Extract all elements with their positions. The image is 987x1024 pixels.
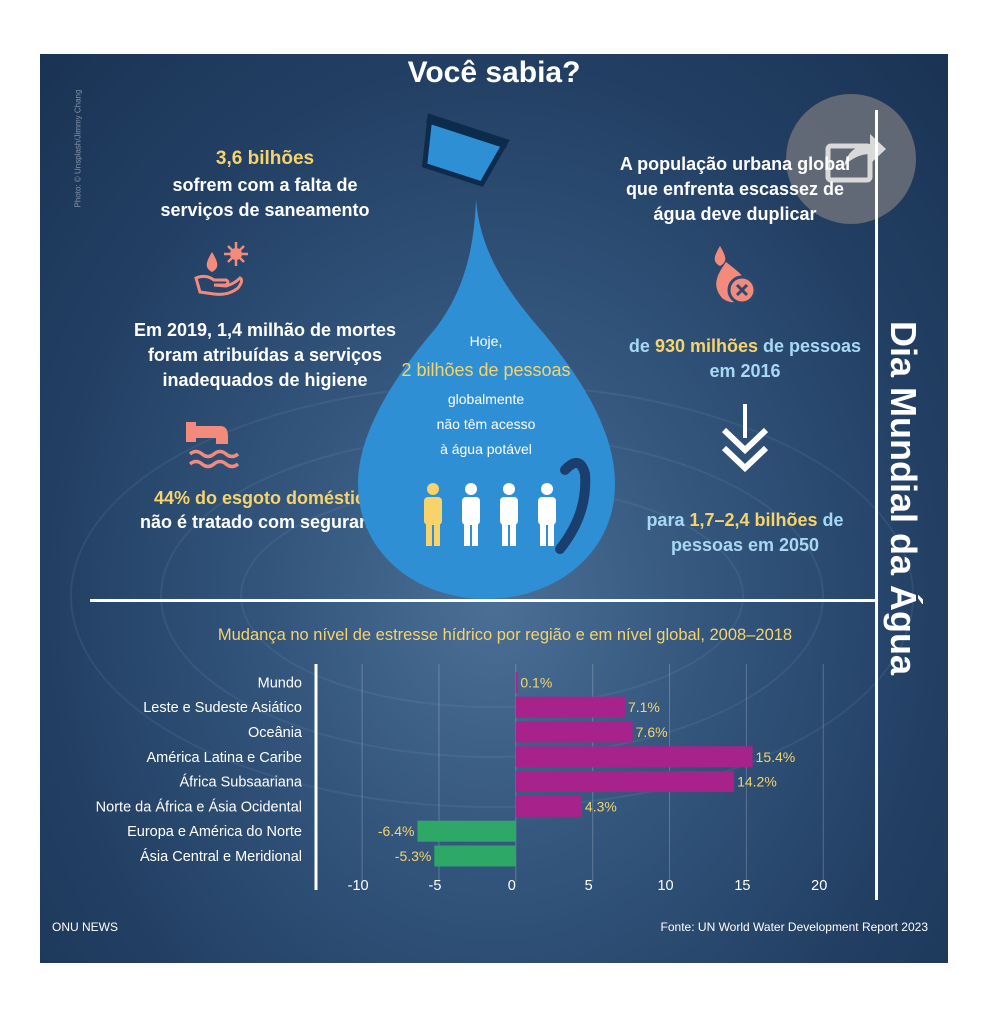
people-icons bbox=[424, 483, 556, 546]
data-label: 0.1% bbox=[520, 674, 552, 690]
urban-text-2: que enfrenta escassez de bbox=[625, 179, 845, 199]
data-label: 14.2% bbox=[737, 774, 777, 790]
urban-2050-text: para 1,7–2,4 bilhões de bbox=[646, 510, 844, 530]
bar bbox=[515, 771, 735, 793]
sewage-highlight: 44% do esgoto doméstico bbox=[153, 488, 377, 508]
category-label: Ásia Central e Meridional bbox=[140, 848, 302, 865]
urban-text-1: A população urbana global bbox=[619, 154, 851, 174]
category-label: Mundo bbox=[258, 675, 302, 691]
urban-2016-year: em 2016 bbox=[709, 361, 781, 381]
bar bbox=[515, 671, 518, 693]
data-label: 4.3% bbox=[585, 798, 617, 814]
bar bbox=[434, 845, 516, 867]
person-icon-highlighted bbox=[424, 483, 442, 546]
sewage-pipe-icon bbox=[186, 422, 240, 469]
category-label: Leste e Sudeste Asiático bbox=[143, 700, 302, 716]
infographic-poster: Photo: © Unsplash/Jimmy Chang Você sabia… bbox=[40, 54, 948, 963]
chart-title: Mudança no nível de estresse hídrico por… bbox=[217, 626, 793, 644]
urban-text-3: água deve duplicar bbox=[653, 204, 817, 224]
water-stress-bar-chart: Mundo 0.1% Leste e Sudeste Asiático 7.1% Oce… bbox=[96, 664, 827, 894]
bar bbox=[515, 721, 633, 743]
deaths-text-1: Em 2019, 1,4 milhão de mortes bbox=[133, 320, 397, 340]
drop-text-1: Hoje, bbox=[469, 333, 503, 349]
tick-label: 20 bbox=[811, 878, 827, 894]
tick-label: 5 bbox=[585, 878, 593, 894]
tick-label: 15 bbox=[734, 878, 750, 894]
category-label: Norte da África e Ásia Ocidental bbox=[96, 798, 302, 815]
water-scarcity-icon bbox=[714, 246, 757, 305]
bar bbox=[515, 746, 753, 768]
drop-text-3: globalmente bbox=[447, 391, 525, 407]
double-chevron-down-icon bbox=[721, 404, 769, 473]
category-label: América Latina e Caribe bbox=[146, 750, 302, 766]
tick-label: 10 bbox=[657, 878, 673, 894]
cup-icon bbox=[421, 113, 510, 187]
bar bbox=[515, 795, 582, 817]
urban-2050-highlight: 1,7–2,4 bilhões bbox=[689, 510, 818, 530]
page-title: Você sabia? bbox=[407, 56, 581, 89]
bar bbox=[417, 820, 516, 842]
urban-2050-year: pessoas em 2050 bbox=[670, 535, 820, 555]
horizontal-divider bbox=[90, 599, 875, 602]
category-label: Oceânia bbox=[248, 725, 303, 741]
deaths-text-3: inadequados de higiene bbox=[162, 370, 368, 390]
sanitation-text-2: serviços de saneamento bbox=[160, 200, 370, 220]
tick-label: -5 bbox=[429, 878, 442, 894]
category-label: África Subsaariana bbox=[179, 774, 302, 791]
drop-text-4: não têm acesso bbox=[436, 416, 536, 432]
sewage-text: não é tratado com segurança bbox=[139, 512, 391, 532]
data-label: -5.3% bbox=[395, 848, 432, 864]
data-label: 7.1% bbox=[628, 699, 660, 715]
tick-label: 0 bbox=[508, 878, 516, 894]
person-icon bbox=[500, 483, 518, 546]
sanitation-text-1: sofrem com a falta de bbox=[172, 175, 358, 195]
deaths-text-2: foram atribuídas a serviços bbox=[147, 345, 383, 365]
data-label: 7.6% bbox=[636, 724, 668, 740]
urban-2016-text: de 930 milhões de pessoas bbox=[628, 336, 862, 356]
footer-brand: ONU NEWS bbox=[52, 920, 118, 934]
footer-source: Fonte: UN World Water Development Report… bbox=[660, 920, 928, 934]
urban-2016-highlight: 930 milhões bbox=[654, 336, 758, 356]
vertical-divider bbox=[875, 110, 878, 900]
person-icon bbox=[462, 483, 480, 546]
drop-text-5: à água potável bbox=[440, 441, 532, 457]
data-label: -6.4% bbox=[378, 823, 415, 839]
sanitation-highlight: 3,6 bilhões bbox=[215, 148, 315, 169]
drop-highlight: 2 bilhões de pessoas bbox=[401, 360, 571, 380]
person-icon bbox=[538, 483, 556, 546]
tick-label: -10 bbox=[348, 878, 369, 894]
bar bbox=[515, 696, 625, 718]
data-label: 15.4% bbox=[756, 749, 796, 765]
hand-germ-icon bbox=[194, 242, 248, 296]
category-label: Europa e América do Norte bbox=[127, 824, 302, 840]
